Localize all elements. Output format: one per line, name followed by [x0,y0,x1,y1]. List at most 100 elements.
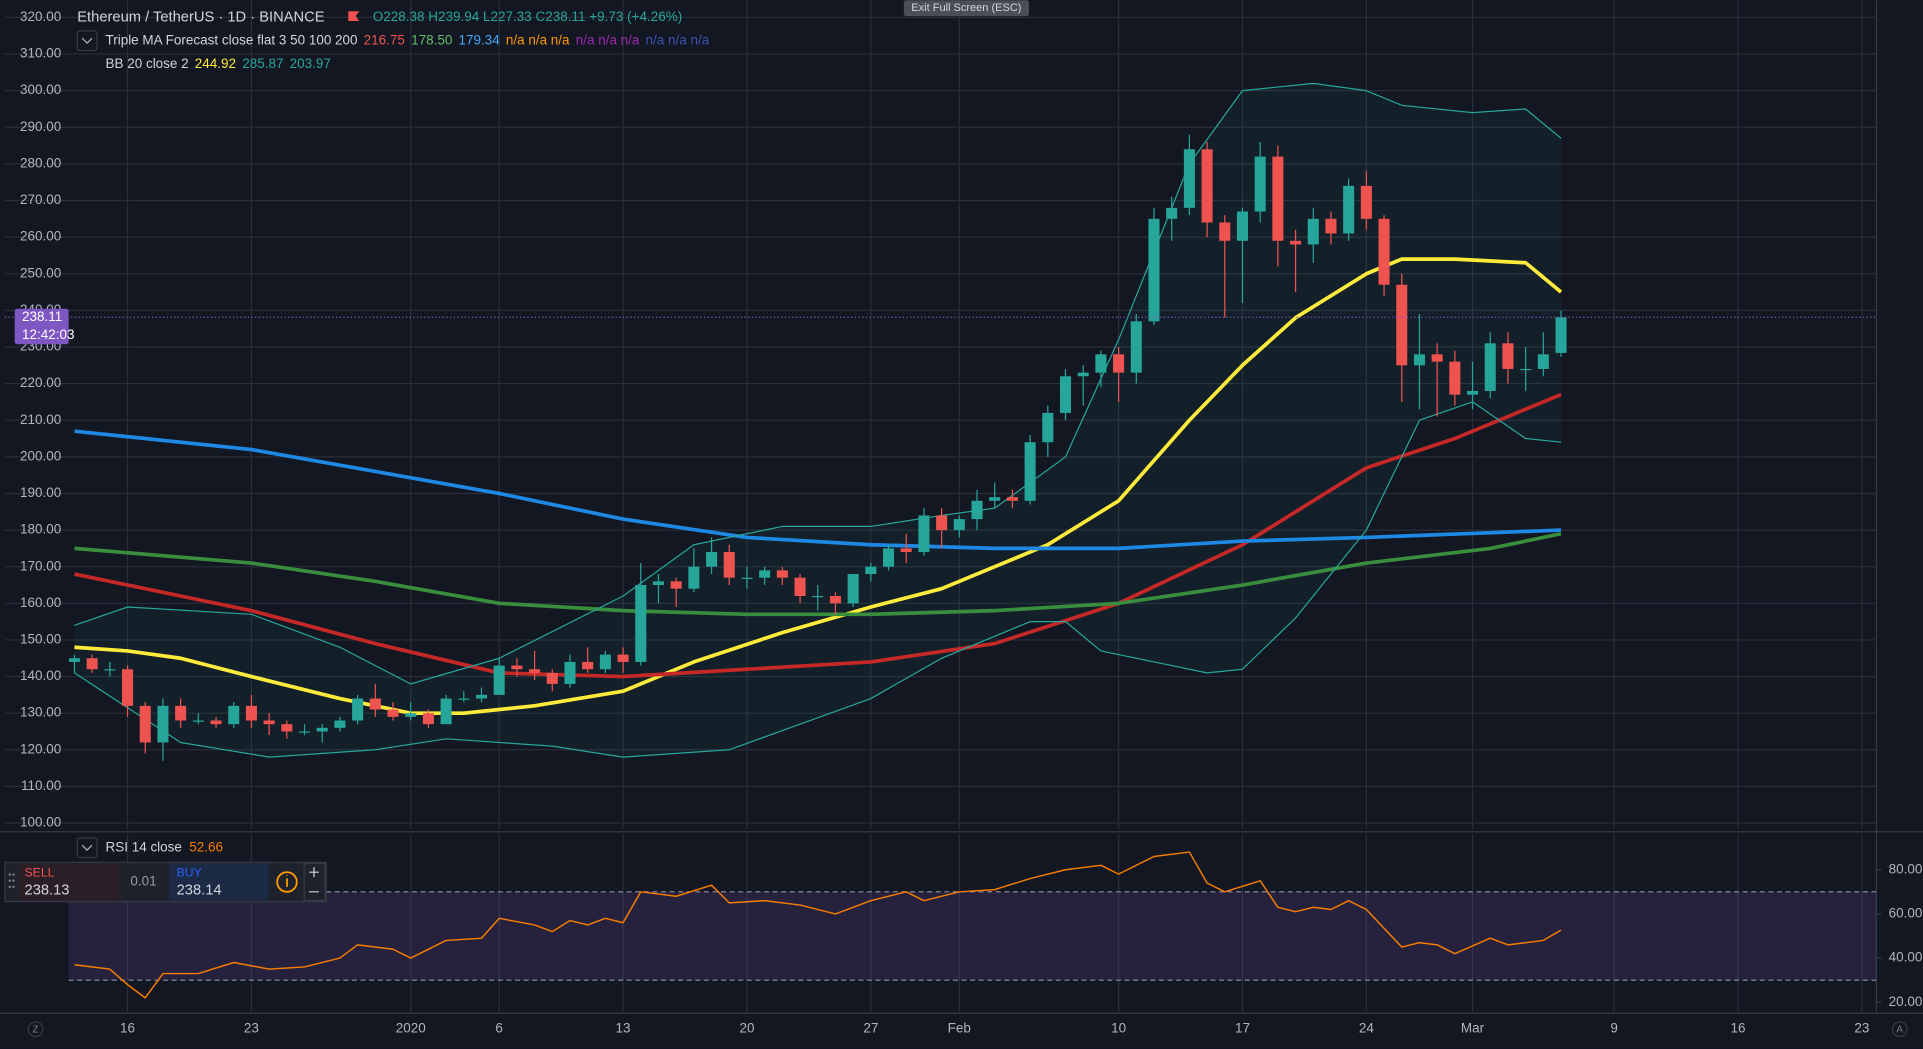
rsi-value: 52.66 [189,839,223,854]
ma-line [74,429,1562,551]
candle-body [122,669,134,706]
indicator-value: 178.50 [411,32,452,47]
candle-body [228,705,240,725]
x-tick-label: 27 [863,1021,878,1036]
indicator-value: n/a n/a n/a [506,32,570,47]
candle-body [86,658,98,670]
candle-body [1431,354,1443,362]
candle-body [1254,156,1266,212]
candle-body [1166,207,1178,219]
symbol: Ethereum / TetherUS · 1D · BINANCE [77,9,325,25]
candle-body [582,661,594,670]
candle-body [1201,149,1213,223]
candle-body [245,705,257,721]
candle-body [1272,156,1284,241]
candle-body [1555,317,1567,353]
candle-body [652,581,664,586]
candle-body [670,581,682,589]
y-tick-label: 200.00 [20,448,61,463]
indicator-value: n/a n/a n/a [646,32,710,47]
corner-button-label: A [1896,1024,1903,1035]
y-tick-label: 210.00 [20,412,61,427]
flag-icon [348,11,360,22]
drag-dot [8,885,12,889]
ma-line [74,531,1562,617]
buy-button[interactable] [169,863,269,901]
y-tick-label: 290.00 [20,119,61,134]
candle-body [1484,343,1496,391]
candle-body [865,566,877,575]
candle-body [281,724,293,732]
ma-line [74,401,1562,758]
collapse-button[interactable] [76,837,98,859]
candle-body [1520,368,1532,371]
candle-body [458,698,470,700]
candle-body [440,698,452,725]
collapse-button[interactable] [76,30,98,52]
candle-body [847,574,859,604]
candle-body [971,500,983,520]
y-tick-label: 170.00 [20,558,61,573]
candle-body [299,731,311,733]
indicator-value: n/a n/a n/a [576,32,640,47]
candle-body [706,552,718,567]
ma-line [74,392,1562,679]
corner-button[interactable] [27,1021,44,1038]
drag-dot [12,885,15,889]
corner-button[interactable] [1891,1021,1908,1038]
x-tick-label: 17 [1235,1021,1250,1036]
candle-body [794,577,806,596]
rsi-tick-label: 40.00 [1889,950,1923,965]
candle-body [1219,222,1231,241]
candle-body [989,497,1001,501]
y-tick-label: 250.00 [20,265,61,280]
candle-body [900,548,912,553]
x-tick-label: 16 [120,1021,135,1036]
sell-label: SELL [25,866,55,880]
candle-body [635,585,647,662]
candle-body [1502,343,1514,369]
candle-body [1307,218,1319,245]
indicator-legend: Triple MA Forecast close flat 3 50 100 2… [105,32,709,47]
spread: 0.01 [130,874,156,889]
chevron [81,37,93,45]
drag-dot [8,873,12,876]
candle-body [1467,390,1479,395]
indicator-legend: BB 20 close 2 244.92 285.87 203.97 [105,56,330,71]
candle-body [210,720,222,725]
x-tick-label: 2020 [396,1021,426,1036]
sell-button[interactable] [18,863,119,901]
rsi-band-fill [68,891,1877,981]
candle-body [1042,412,1054,443]
indicator-value: 285.87 [242,56,283,71]
y-tick-label: 220.00 [20,375,61,390]
candle-body [936,515,948,531]
band-fill [74,83,1562,758]
ohlc: O228.38 H239.94 L227.33 C238.11 +9.73 (+… [373,9,682,24]
corner-button-label: Z [33,1024,39,1035]
candle-body [511,665,523,670]
y-tick-label: 320.00 [20,9,61,24]
x-tick-label: 9 [1610,1021,1618,1036]
candle-body [475,694,488,699]
candle-body [405,713,417,717]
candle-body [953,519,965,531]
chevron [81,844,93,851]
y-tick-label: 190.00 [20,485,61,500]
rsi-legend: RSI 14 close 52.66 [105,839,223,854]
candle-body [1236,211,1248,241]
x-tick-label: 23 [244,1021,259,1036]
rsi-tick-label: 20.00 [1889,994,1923,1009]
drag-dot [8,879,12,882]
info-button[interactable] [276,871,298,893]
candle-body [1059,376,1072,413]
rsi-tick-label: 60.00 [1889,905,1923,920]
y-tick-label: 260.00 [20,229,61,244]
indicator-value: 203.97 [290,56,331,71]
buy-price: 238.14 [177,882,222,898]
candle-body [741,577,753,579]
exit-fullscreen-button[interactable] [903,0,1029,17]
candle-body [334,720,346,728]
